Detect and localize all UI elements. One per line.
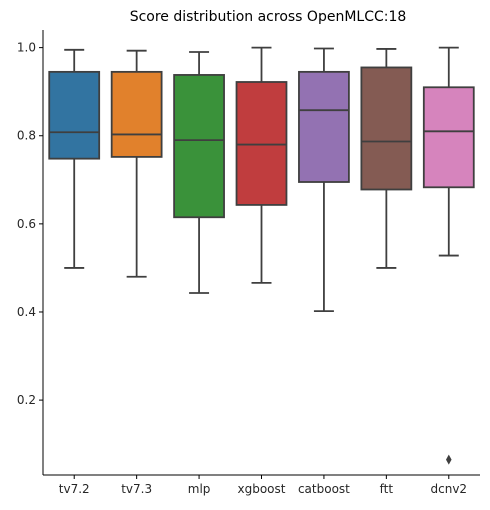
y-axis: 0.2 0.4 0.6 0.8 1.0 [17,30,44,475]
box-mlp [173,51,225,294]
box-xgboost [235,46,288,284]
y-tick-label: 0.4 [17,305,36,319]
x-tick-label: mlp [188,482,211,496]
box-tv7.2 [48,48,101,269]
outlier-point [445,454,452,465]
x-tick-label: ftt [380,482,394,496]
box-dcnv2 [422,46,475,465]
iqr-box [298,70,350,183]
iqr-box [360,66,413,191]
iqr-box [235,81,288,206]
box-ftt [360,48,413,269]
chart-title: Score distribution across OpenMLCC:18 [130,9,407,25]
x-tick-label: tv7.2 [59,482,90,496]
iqr-box [173,74,225,219]
box-catboost [298,47,350,312]
y-tick-label: 1.0 [17,41,36,55]
x-tick-label: xgboost [238,482,286,496]
x-tick-label: catboost [298,482,350,496]
iqr-box [110,70,163,158]
y-tick-label: 0.6 [17,217,36,231]
iqr-box [422,86,475,189]
box-tv7.3 [110,49,163,278]
x-tick-label: tv7.3 [121,482,152,496]
box-series [48,46,475,465]
y-tick-label: 0.8 [17,129,36,143]
x-axis: tv7.2 tv7.3 mlp xgboost catboost ftt dcnv2 [43,474,480,496]
y-tick-label: 0.2 [17,393,36,407]
iqr-box [48,70,101,160]
x-tick-label: dcnv2 [431,482,468,496]
